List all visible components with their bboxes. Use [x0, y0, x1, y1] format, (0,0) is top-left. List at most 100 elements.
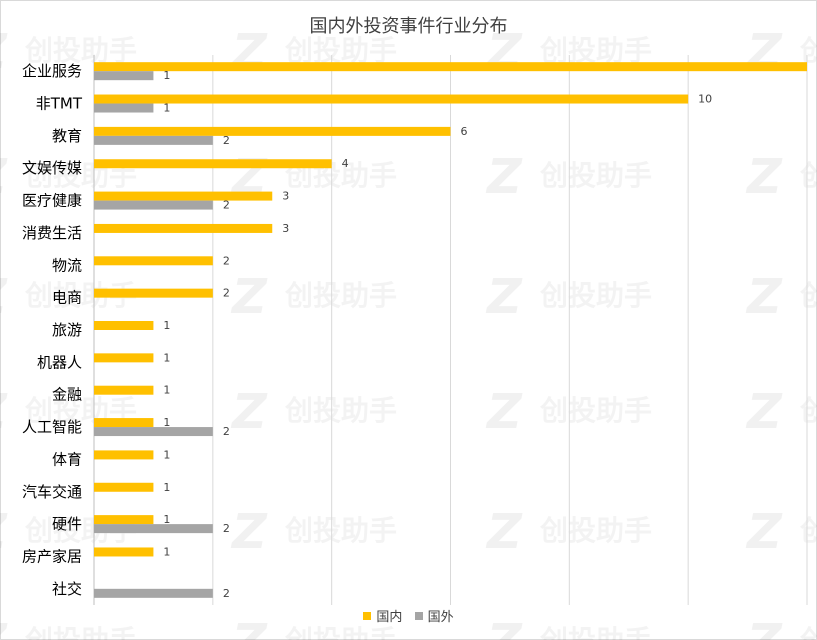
- bar-domestic: [94, 94, 689, 104]
- category-label: 文娱传媒: [22, 159, 82, 177]
- watermark-text: 创投助手: [799, 279, 817, 312]
- data-label: 2: [223, 134, 230, 147]
- watermark-mark: Z: [0, 384, 8, 440]
- category-label: 社交: [52, 580, 82, 598]
- data-label: 1: [163, 448, 170, 461]
- watermark-text: 创投助手: [284, 34, 397, 67]
- bar-foreign: [94, 103, 154, 113]
- watermark-text: 创投助手: [284, 394, 397, 427]
- watermark-mark: Z: [745, 504, 783, 560]
- data-label: 2: [223, 522, 230, 535]
- watermark-mark: Z: [0, 149, 8, 205]
- labels: 企业服务 1 2 1 非TMT 10 1 教育 6 2 文娱传媒 4 医疗健康 3 2 消费生活 3 物流 2 电商 2…: [22, 62, 712, 600]
- bar-foreign: [94, 524, 213, 534]
- bar-domestic: [94, 256, 213, 266]
- watermark-text: 创投助手: [799, 514, 817, 547]
- legend-label-foreign: 国外: [427, 610, 454, 625]
- bar-domestic: [94, 288, 213, 298]
- watermark-mark: Z: [745, 24, 783, 80]
- watermark-mark: Z: [745, 384, 783, 440]
- bar-domestic: [94, 515, 154, 525]
- legend-swatch-domestic: [363, 611, 372, 620]
- chart-title: 国内外投资事件行业分布: [309, 16, 508, 37]
- watermark-text: 创投助手: [539, 394, 652, 427]
- watermark-text: 创投助手: [799, 624, 817, 640]
- watermark-text: 创投助手: [284, 514, 397, 547]
- watermark-mark: Z: [485, 24, 523, 80]
- watermark-mark: Z: [745, 614, 783, 640]
- watermark-mark: Z: [230, 614, 268, 640]
- legend-item-foreign: 国外: [414, 606, 454, 625]
- data-label: 1: [163, 416, 170, 429]
- watermark-text: 创投助手: [284, 624, 397, 640]
- data-label: 1: [163, 481, 170, 494]
- watermark-mark: Z: [485, 384, 523, 440]
- watermark-text: 创投助手: [799, 159, 817, 192]
- category-label: 物流: [52, 256, 82, 274]
- data-label: 1: [163, 513, 170, 526]
- category-label: 体育: [52, 450, 82, 468]
- data-label: 1: [163, 319, 170, 332]
- watermark-text: 创投助手: [539, 514, 652, 547]
- bar-domestic: [94, 547, 154, 557]
- watermark-mark: Z: [0, 24, 8, 80]
- category-label: 消费生活: [22, 224, 82, 242]
- watermark-mark: Z: [745, 149, 783, 205]
- watermark-mark: Z: [0, 614, 8, 640]
- bar-foreign: [94, 200, 213, 210]
- legend-item-domestic: 国内: [363, 606, 402, 625]
- watermark-mark: Z: [485, 504, 523, 560]
- legend: 国内 国外: [0, 606, 817, 625]
- bar-domestic: [94, 321, 154, 330]
- data-label: 1: [163, 69, 170, 82]
- bars: [94, 62, 807, 598]
- watermark-mark: Z: [745, 269, 783, 325]
- watermark-mark: Z: [0, 504, 8, 560]
- category-label: 人工智能: [22, 418, 82, 436]
- watermark-mark: Z: [0, 269, 8, 325]
- data-label: 1: [163, 351, 170, 364]
- watermark-text: 创投助手: [539, 279, 652, 312]
- bar-domestic: [94, 450, 154, 460]
- category-label: 电商: [52, 289, 82, 307]
- data-label: 4: [342, 157, 349, 170]
- bar-foreign: [94, 135, 213, 145]
- bar-domestic: [94, 62, 807, 72]
- bar-domestic: [94, 385, 154, 395]
- watermark-mark: Z: [485, 149, 523, 205]
- category-label: 机器人: [37, 353, 82, 371]
- data-label: 10: [698, 93, 712, 106]
- category-label: 企业服务: [22, 62, 82, 80]
- watermark-text: 创投助手: [799, 34, 817, 67]
- data-label: 3: [282, 222, 289, 235]
- data-label: 6: [461, 125, 468, 138]
- data-label: 2: [223, 587, 230, 600]
- bar-domestic: [94, 418, 154, 428]
- watermark-text: 创投助手: [799, 394, 817, 427]
- data-label: 2: [223, 254, 230, 267]
- bar-foreign: [94, 71, 154, 81]
- watermark-text: 创投助手: [24, 34, 137, 67]
- watermark-text: 创投助手: [24, 624, 137, 640]
- data-label: 2: [223, 425, 230, 438]
- watermark-text: 创投助手: [284, 279, 397, 312]
- data-label: 2: [223, 287, 230, 300]
- watermark-mark: Z: [485, 614, 523, 640]
- bar-domestic: [94, 126, 451, 136]
- legend-swatch-foreign: [414, 611, 423, 620]
- data-label: 3: [282, 190, 289, 203]
- category-label: 教育: [52, 127, 82, 145]
- data-label: 2: [223, 199, 230, 212]
- category-label: 非TMT: [36, 95, 83, 113]
- bar-domestic: [94, 191, 273, 201]
- category-label: 金融: [52, 386, 82, 404]
- data-label: 1: [163, 384, 170, 397]
- data-label: 1: [163, 102, 170, 115]
- watermark-mark: Z: [230, 504, 268, 560]
- watermark-mark: Z: [230, 384, 268, 440]
- watermark-mark: Z: [485, 269, 523, 325]
- bar-domestic: [94, 482, 154, 492]
- watermark-mark: Z: [230, 269, 268, 325]
- watermark-text: 创投助手: [539, 624, 652, 640]
